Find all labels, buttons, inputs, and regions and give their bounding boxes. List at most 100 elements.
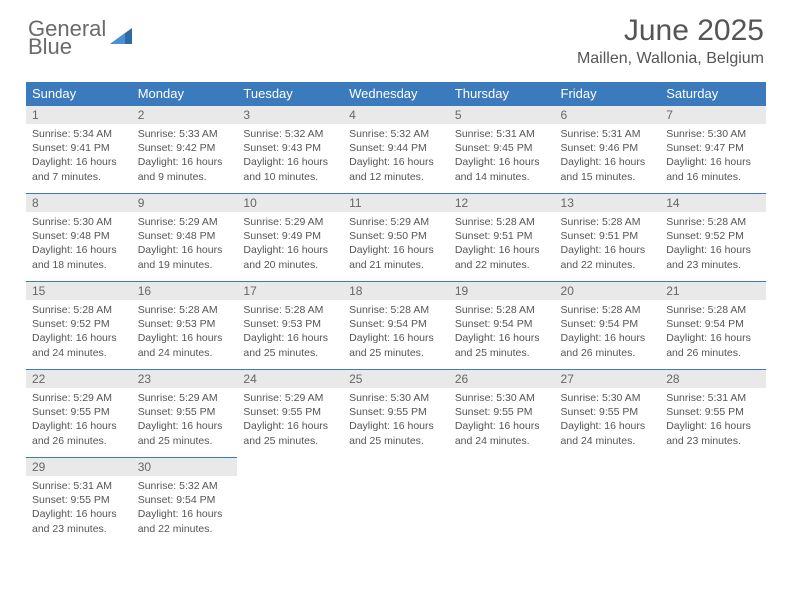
calendar-week-row: 8Sunrise: 5:30 AMSunset: 9:48 PMDaylight… — [26, 194, 766, 282]
sunset-line: Sunset: 9:54 PM — [138, 493, 232, 507]
calendar-day-cell: 13Sunrise: 5:28 AMSunset: 9:51 PMDayligh… — [555, 194, 661, 282]
day-number: 20 — [555, 282, 661, 300]
calendar-day-cell — [449, 458, 555, 546]
calendar-day-cell: 10Sunrise: 5:29 AMSunset: 9:49 PMDayligh… — [237, 194, 343, 282]
sunset-line: Sunset: 9:55 PM — [243, 405, 337, 419]
sunset-line: Sunset: 9:42 PM — [138, 141, 232, 155]
sunrise-line: Sunrise: 5:32 AM — [349, 127, 443, 141]
sunrise-line: Sunrise: 5:32 AM — [243, 127, 337, 141]
sunset-line: Sunset: 9:53 PM — [243, 317, 337, 331]
header: General Blue June 2025 Maillen, Wallonia… — [0, 0, 792, 72]
sunrise-line: Sunrise: 5:30 AM — [32, 215, 126, 229]
day-number: 12 — [449, 194, 555, 212]
calendar-day-cell — [660, 458, 766, 546]
day-number: 6 — [555, 106, 661, 124]
calendar-day-cell: 9Sunrise: 5:29 AMSunset: 9:48 PMDaylight… — [132, 194, 238, 282]
sunset-line: Sunset: 9:55 PM — [32, 405, 126, 419]
daylight-line: Daylight: 16 hours and 9 minutes. — [138, 155, 232, 183]
daylight-line: Daylight: 16 hours and 25 minutes. — [349, 419, 443, 447]
daylight-line: Daylight: 16 hours and 22 minutes. — [455, 243, 549, 271]
sunset-line: Sunset: 9:46 PM — [561, 141, 655, 155]
calendar-day-cell: 5Sunrise: 5:31 AMSunset: 9:45 PMDaylight… — [449, 106, 555, 194]
daylight-line: Daylight: 16 hours and 21 minutes. — [349, 243, 443, 271]
day-body: Sunrise: 5:28 AMSunset: 9:51 PMDaylight:… — [449, 212, 555, 276]
day-body: Sunrise: 5:29 AMSunset: 9:55 PMDaylight:… — [132, 388, 238, 452]
day-number: 24 — [237, 370, 343, 388]
weekday-header: Wednesday — [343, 82, 449, 106]
day-body: Sunrise: 5:29 AMSunset: 9:49 PMDaylight:… — [237, 212, 343, 276]
calendar-day-cell: 15Sunrise: 5:28 AMSunset: 9:52 PMDayligh… — [26, 282, 132, 370]
sunset-line: Sunset: 9:55 PM — [455, 405, 549, 419]
weekday-header: Sunday — [26, 82, 132, 106]
sunrise-line: Sunrise: 5:29 AM — [243, 215, 337, 229]
calendar-day-cell — [343, 458, 449, 546]
weekday-header: Saturday — [660, 82, 766, 106]
calendar-day-cell: 18Sunrise: 5:28 AMSunset: 9:54 PMDayligh… — [343, 282, 449, 370]
calendar-table: Sunday Monday Tuesday Wednesday Thursday… — [26, 82, 766, 546]
daylight-line: Daylight: 16 hours and 23 minutes. — [666, 243, 760, 271]
calendar-day-cell: 21Sunrise: 5:28 AMSunset: 9:54 PMDayligh… — [660, 282, 766, 370]
sunrise-line: Sunrise: 5:30 AM — [455, 391, 549, 405]
sunset-line: Sunset: 9:45 PM — [455, 141, 549, 155]
sunset-line: Sunset: 9:51 PM — [455, 229, 549, 243]
sunset-line: Sunset: 9:54 PM — [666, 317, 760, 331]
weekday-header: Monday — [132, 82, 238, 106]
calendar-day-cell: 3Sunrise: 5:32 AMSunset: 9:43 PMDaylight… — [237, 106, 343, 194]
day-body: Sunrise: 5:31 AMSunset: 9:55 PMDaylight:… — [660, 388, 766, 452]
calendar-day-cell: 30Sunrise: 5:32 AMSunset: 9:54 PMDayligh… — [132, 458, 238, 546]
sunset-line: Sunset: 9:48 PM — [138, 229, 232, 243]
day-body: Sunrise: 5:29 AMSunset: 9:55 PMDaylight:… — [26, 388, 132, 452]
day-number: 17 — [237, 282, 343, 300]
day-number: 7 — [660, 106, 766, 124]
daylight-line: Daylight: 16 hours and 25 minutes. — [455, 331, 549, 359]
sunrise-line: Sunrise: 5:29 AM — [32, 391, 126, 405]
calendar-day-cell: 23Sunrise: 5:29 AMSunset: 9:55 PMDayligh… — [132, 370, 238, 458]
daylight-line: Daylight: 16 hours and 7 minutes. — [32, 155, 126, 183]
page-subtitle: Maillen, Wallonia, Belgium — [577, 50, 764, 68]
sunset-line: Sunset: 9:44 PM — [349, 141, 443, 155]
calendar-day-cell: 14Sunrise: 5:28 AMSunset: 9:52 PMDayligh… — [660, 194, 766, 282]
sunrise-line: Sunrise: 5:34 AM — [32, 127, 126, 141]
day-number: 29 — [26, 458, 132, 476]
day-body: Sunrise: 5:28 AMSunset: 9:54 PMDaylight:… — [343, 300, 449, 364]
sunrise-line: Sunrise: 5:31 AM — [666, 391, 760, 405]
sunset-line: Sunset: 9:54 PM — [455, 317, 549, 331]
day-body: Sunrise: 5:33 AMSunset: 9:42 PMDaylight:… — [132, 124, 238, 188]
day-body: Sunrise: 5:31 AMSunset: 9:46 PMDaylight:… — [555, 124, 661, 188]
day-body: Sunrise: 5:28 AMSunset: 9:52 PMDaylight:… — [26, 300, 132, 364]
daylight-line: Daylight: 16 hours and 26 minutes. — [561, 331, 655, 359]
daylight-line: Daylight: 16 hours and 25 minutes. — [138, 419, 232, 447]
calendar-day-cell: 8Sunrise: 5:30 AMSunset: 9:48 PMDaylight… — [26, 194, 132, 282]
daylight-line: Daylight: 16 hours and 23 minutes. — [666, 419, 760, 447]
day-number: 5 — [449, 106, 555, 124]
brand-triangle-icon — [110, 26, 134, 51]
calendar-day-cell: 24Sunrise: 5:29 AMSunset: 9:55 PMDayligh… — [237, 370, 343, 458]
sunrise-line: Sunrise: 5:28 AM — [349, 303, 443, 317]
daylight-line: Daylight: 16 hours and 22 minutes. — [138, 507, 232, 535]
calendar-day-cell: 1Sunrise: 5:34 AMSunset: 9:41 PMDaylight… — [26, 106, 132, 194]
daylight-line: Daylight: 16 hours and 26 minutes. — [666, 331, 760, 359]
daylight-line: Daylight: 16 hours and 12 minutes. — [349, 155, 443, 183]
day-number: 23 — [132, 370, 238, 388]
calendar-day-cell: 27Sunrise: 5:30 AMSunset: 9:55 PMDayligh… — [555, 370, 661, 458]
calendar-day-cell: 25Sunrise: 5:30 AMSunset: 9:55 PMDayligh… — [343, 370, 449, 458]
sunrise-line: Sunrise: 5:28 AM — [455, 215, 549, 229]
weekday-header: Thursday — [449, 82, 555, 106]
sunset-line: Sunset: 9:50 PM — [349, 229, 443, 243]
daylight-line: Daylight: 16 hours and 15 minutes. — [561, 155, 655, 183]
daylight-line: Daylight: 16 hours and 23 minutes. — [32, 507, 126, 535]
calendar-week-row: 29Sunrise: 5:31 AMSunset: 9:55 PMDayligh… — [26, 458, 766, 546]
sunrise-line: Sunrise: 5:30 AM — [349, 391, 443, 405]
brand-logo: General Blue — [28, 14, 134, 58]
sunset-line: Sunset: 9:52 PM — [666, 229, 760, 243]
day-number: 30 — [132, 458, 238, 476]
day-body: Sunrise: 5:28 AMSunset: 9:54 PMDaylight:… — [555, 300, 661, 364]
sunset-line: Sunset: 9:52 PM — [32, 317, 126, 331]
sunrise-line: Sunrise: 5:29 AM — [349, 215, 443, 229]
sunset-line: Sunset: 9:55 PM — [666, 405, 760, 419]
sunrise-line: Sunrise: 5:28 AM — [32, 303, 126, 317]
day-number: 3 — [237, 106, 343, 124]
calendar-day-cell: 2Sunrise: 5:33 AMSunset: 9:42 PMDaylight… — [132, 106, 238, 194]
day-number: 10 — [237, 194, 343, 212]
day-number: 16 — [132, 282, 238, 300]
